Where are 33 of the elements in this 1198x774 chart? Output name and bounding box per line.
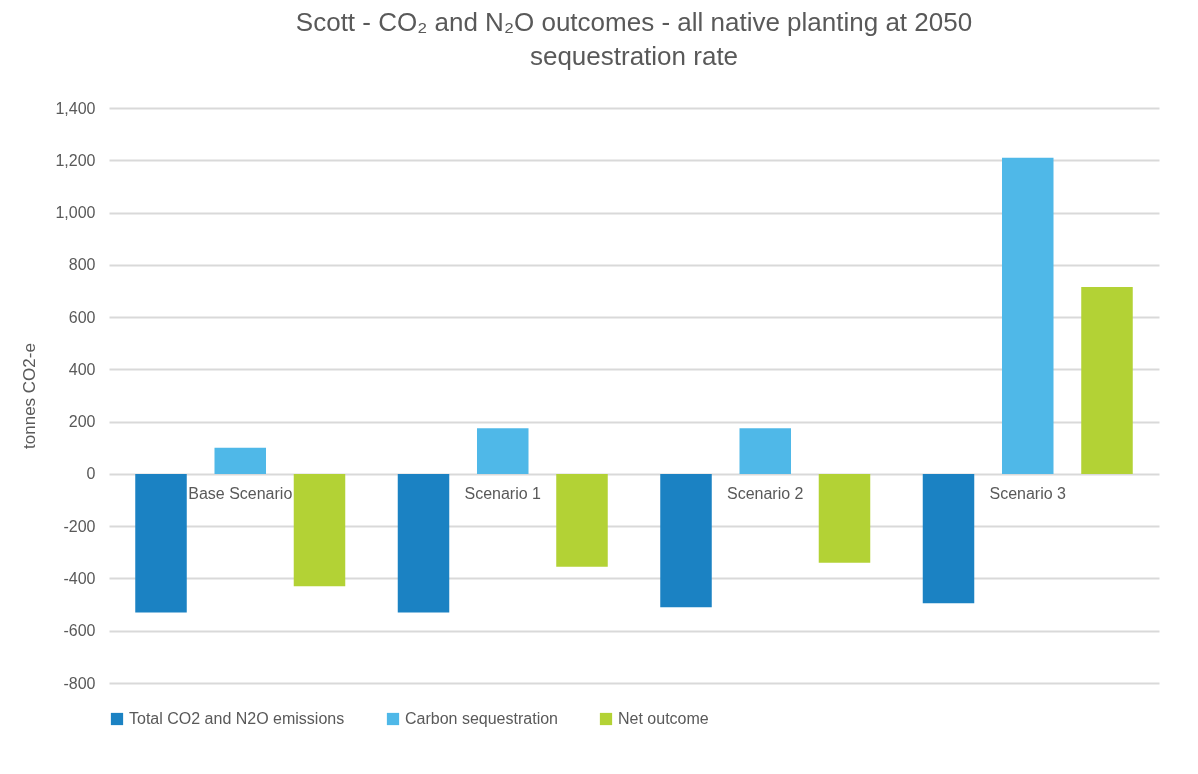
bar xyxy=(1002,157,1054,474)
y-tick-label: 1,000 xyxy=(55,204,96,222)
y-tick-label: 800 xyxy=(68,256,96,274)
y-tick-label: 1,400 xyxy=(55,99,96,117)
y-tick-label: 600 xyxy=(68,308,96,326)
x-tick-label: Scenario 1 xyxy=(464,485,542,503)
y-tick-label: -200 xyxy=(63,517,96,535)
chart-title: Scott - CO₂ and N₂O outcomes - all native planting at 2050 sequestration rate xyxy=(295,7,973,71)
bar xyxy=(556,473,608,567)
legend-label: Net outcome xyxy=(618,710,709,727)
y-tick-label: 200 xyxy=(68,413,96,431)
bar xyxy=(660,473,712,608)
y-tick-label: -400 xyxy=(63,569,96,587)
bar xyxy=(214,447,266,474)
bar xyxy=(739,428,791,474)
bar xyxy=(922,473,975,604)
bar xyxy=(818,473,871,563)
bar xyxy=(293,473,346,587)
y-tick-label: 1,200 xyxy=(55,151,96,169)
bar xyxy=(477,428,529,474)
legend-label: Carbon sequestration xyxy=(405,710,558,727)
y-tick-label: 400 xyxy=(68,360,96,378)
y-tick-label: -800 xyxy=(63,674,96,692)
bar xyxy=(135,473,187,613)
y-tick-label: -600 xyxy=(63,622,96,640)
x-tick-label: Base Scenario xyxy=(188,485,293,503)
y-tick-label: 0 xyxy=(86,465,96,483)
bar xyxy=(1081,287,1133,474)
legend-label: Total CO2 and N2O emissions xyxy=(129,710,345,727)
bar xyxy=(397,473,450,613)
x-tick-label: Scenario 2 xyxy=(727,485,804,503)
x-tick-label: Scenario 3 xyxy=(989,485,1067,503)
y-axis-title: tonnes CO2-e xyxy=(20,343,40,449)
